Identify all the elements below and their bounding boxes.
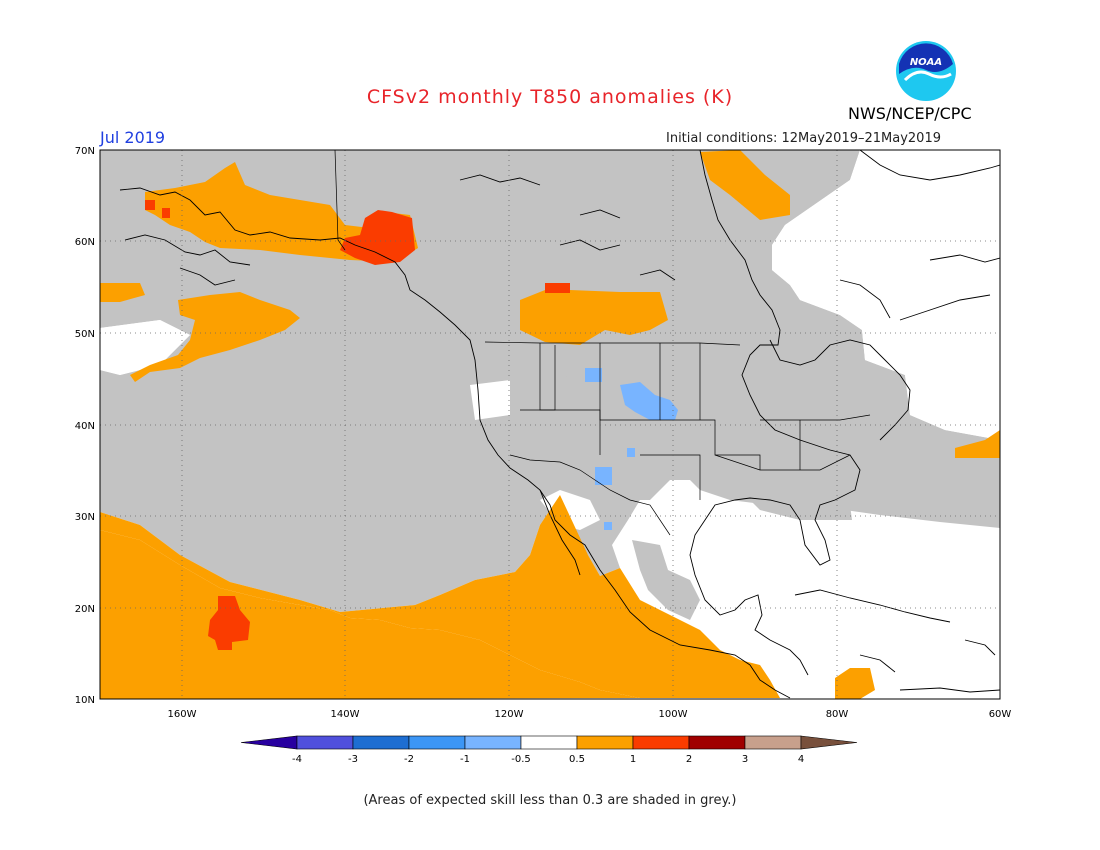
colorbar-label: 0.5 bbox=[569, 754, 585, 765]
colorbar-arrow-high bbox=[800, 735, 858, 750]
colorbar-cell bbox=[576, 735, 634, 750]
lon-tick-label: 100W bbox=[659, 709, 688, 720]
lat-tick-label: 70N bbox=[75, 146, 95, 157]
organization-label: NWS/NCEP/CPC bbox=[848, 104, 972, 123]
colorbar-label: 1 bbox=[630, 754, 636, 765]
near-normal-white-regions bbox=[100, 150, 1000, 530]
colorbar-label: -4 bbox=[292, 754, 302, 765]
noaa-logo-text: NOAA bbox=[910, 57, 942, 68]
latitude-axis: 10N 20N 30N 40N 50N 60N 70N bbox=[75, 146, 95, 706]
forecast-month: Jul 2019 bbox=[100, 128, 166, 147]
colorbar-cell bbox=[296, 735, 354, 750]
lon-tick-label: 60W bbox=[989, 709, 1012, 720]
lon-tick-label: 160W bbox=[168, 709, 197, 720]
cool-lightblue-regions bbox=[585, 368, 678, 530]
colorbar-cells bbox=[240, 735, 858, 750]
colorbar-label: -3 bbox=[348, 754, 358, 765]
skill-note: (Areas of expected skill less than 0.3 a… bbox=[363, 793, 737, 808]
colorbar-cell bbox=[744, 735, 802, 750]
map-frame bbox=[99, 149, 1001, 700]
lon-tick-label: 80W bbox=[826, 709, 849, 720]
lat-tick-label: 10N bbox=[75, 695, 95, 706]
colorbar-label: -0.5 bbox=[511, 754, 531, 765]
lat-tick-label: 30N bbox=[75, 512, 95, 523]
noaa-logo: NOAA bbox=[896, 41, 956, 101]
lat-tick-label: 50N bbox=[75, 329, 95, 340]
colorbar-cell bbox=[520, 735, 578, 750]
colorbar-label: 4 bbox=[798, 754, 804, 765]
colorbar-label: -1 bbox=[460, 754, 470, 765]
longitude-axis: 160W 140W 120W 100W 80W 60W bbox=[168, 709, 1012, 720]
graticule bbox=[100, 150, 1000, 699]
colorbar-label: 3 bbox=[742, 754, 748, 765]
initial-conditions: Initial conditions: 12May2019–21May2019 bbox=[666, 131, 941, 146]
colorbar-label: 2 bbox=[686, 754, 692, 765]
map-panel bbox=[100, 150, 1000, 699]
coastlines bbox=[119, 150, 1000, 699]
colorbar-cell bbox=[408, 735, 466, 750]
lat-tick-label: 40N bbox=[75, 421, 95, 432]
lat-tick-label: 60N bbox=[75, 237, 95, 248]
colorbar-label: -2 bbox=[404, 754, 414, 765]
political-borders bbox=[334, 150, 871, 536]
colorbar-cell bbox=[688, 735, 746, 750]
colorbar-cell bbox=[352, 735, 410, 750]
lon-tick-label: 140W bbox=[331, 709, 360, 720]
warm-red-regions bbox=[145, 200, 570, 650]
colorbar-cell bbox=[464, 735, 522, 750]
chart-title: CFSv2 monthly T850 anomalies (K) bbox=[366, 86, 734, 108]
lon-tick-label: 120W bbox=[495, 709, 524, 720]
colorbar-cell bbox=[632, 735, 690, 750]
colorbar-arrow-low bbox=[240, 735, 298, 750]
colorbar-labels: -4 -3 -2 -1 -0.5 0.5 1 2 3 4 bbox=[292, 754, 804, 765]
lat-tick-label: 20N bbox=[75, 604, 95, 615]
colorbar: -4 -3 -2 -1 -0.5 0.5 1 2 3 4 bbox=[240, 735, 858, 765]
